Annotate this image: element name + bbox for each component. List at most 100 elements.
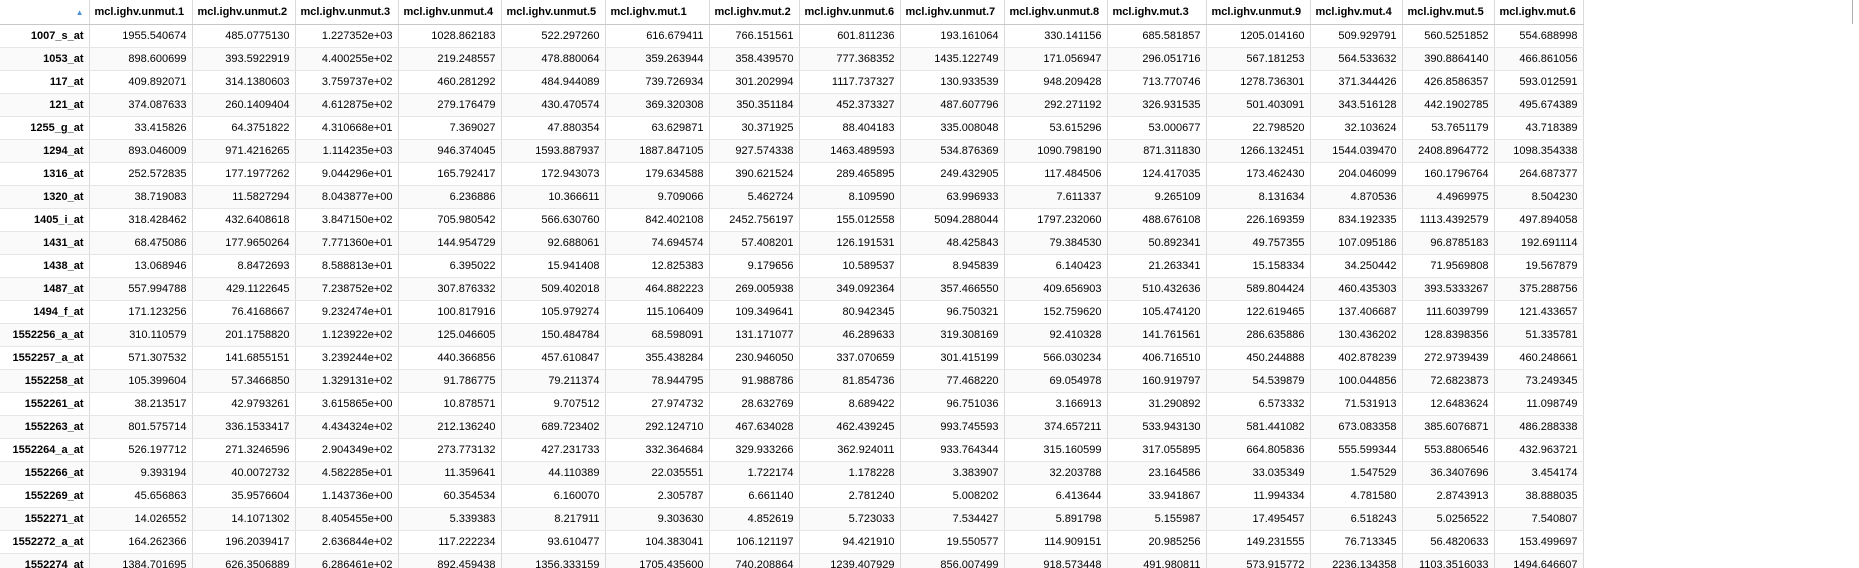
- table-cell: 21.263341: [1107, 254, 1207, 278]
- table-cell: 63.629871: [605, 116, 710, 140]
- table-cell: 8.588813e+01: [295, 254, 399, 278]
- table-cell: 307.876332: [398, 277, 502, 301]
- row-names-header[interactable]: ▲: [0, 0, 90, 25]
- column-header[interactable]: mcl.ighv.mut.3: [1107, 0, 1207, 25]
- column-header[interactable]: mcl.ighv.unmut.4: [398, 0, 502, 25]
- table-cell: 15.941408: [501, 254, 606, 278]
- table-cell: 7.238752e+02: [295, 277, 399, 301]
- table-cell: 38.719083: [89, 185, 193, 209]
- column-header[interactable]: mcl.ighv.mut.5: [1402, 0, 1495, 25]
- table-cell: 8.217911: [501, 507, 606, 531]
- table-cell: 2.781240: [799, 484, 901, 508]
- column-header[interactable]: mcl.ighv.unmut.1: [89, 0, 193, 25]
- column-header[interactable]: mcl.ighv.unmut.3: [295, 0, 399, 25]
- table-cell: 6.573332: [1206, 392, 1311, 416]
- table-cell: 571.307532: [89, 346, 193, 370]
- table-row: 1552263_at 801.575714 336.1533417 4.434324e…: [0, 415, 1584, 439]
- table-cell: 440.366856: [398, 346, 502, 370]
- table-cell: 76.713345: [1310, 530, 1403, 554]
- table-cell: 332.364684: [605, 438, 710, 462]
- table-cell: 105.979274: [501, 300, 606, 324]
- table-cell: 78.944795: [605, 369, 710, 393]
- row-name: 1552269_at: [0, 484, 90, 508]
- table-cell: 42.9793261: [192, 392, 296, 416]
- table-cell: 292.271192: [1004, 93, 1108, 117]
- table-cell: 946.374045: [398, 139, 502, 163]
- table-cell: 1.547529: [1310, 461, 1403, 485]
- table-cell: 57.408201: [709, 231, 800, 255]
- row-name: 1294_at: [0, 139, 90, 163]
- table-cell: 359.263944: [605, 47, 710, 71]
- column-header[interactable]: mcl.ighv.mut.4: [1310, 0, 1403, 25]
- table-cell: 335.008048: [900, 116, 1005, 140]
- column-header[interactable]: mcl.ighv.unmut.5: [501, 0, 606, 25]
- table-cell: 45.656863: [89, 484, 193, 508]
- table-cell: 393.5333267: [1402, 277, 1495, 301]
- table-cell: 526.197712: [89, 438, 193, 462]
- table-cell: 77.468220: [900, 369, 1005, 393]
- table-cell: 124.417035: [1107, 162, 1207, 186]
- table-cell: 927.574338: [709, 139, 800, 163]
- table-cell: 32.203788: [1004, 461, 1108, 485]
- table-cell: 427.231733: [501, 438, 606, 462]
- table-cell: 141.761561: [1107, 323, 1207, 347]
- table-cell: 7.771360e+01: [295, 231, 399, 255]
- table-cell: 3.847150e+02: [295, 208, 399, 232]
- table-cell: 355.438284: [605, 346, 710, 370]
- table-cell: 249.432905: [900, 162, 1005, 186]
- table-cell: 9.265109: [1107, 185, 1207, 209]
- table-cell: 406.716510: [1107, 346, 1207, 370]
- table-body: 1007_s_at 1955.540674 485.0775130 1.227352e…: [0, 24, 1584, 568]
- table-cell: 47.880354: [501, 116, 606, 140]
- column-header[interactable]: mcl.ighv.mut.6: [1494, 0, 1584, 25]
- table-cell: 7.540807: [1494, 507, 1584, 531]
- column-header[interactable]: mcl.ighv.unmut.6: [799, 0, 901, 25]
- table-cell: 9.303630: [605, 507, 710, 531]
- table-cell: 1113.4392579: [1402, 208, 1495, 232]
- table-cell: 430.470574: [501, 93, 606, 117]
- table-cell: 1.227352e+03: [295, 24, 399, 48]
- table-row: 1552274_at 1384.701695 626.3506889 6.286461…: [0, 553, 1584, 568]
- table-cell: 856.007499: [900, 553, 1005, 568]
- table-cell: 30.371925: [709, 116, 800, 140]
- column-header[interactable]: mcl.ighv.unmut.8: [1004, 0, 1108, 25]
- table-cell: 76.4168667: [192, 300, 296, 324]
- table-cell: 130.933539: [900, 70, 1005, 94]
- table-cell: 126.191531: [799, 231, 901, 255]
- table-cell: 2408.8964772: [1402, 139, 1495, 163]
- column-header[interactable]: mcl.ighv.unmut.7: [900, 0, 1005, 25]
- table-row: 1552269_at 45.656863 35.9576604 1.143736e+0…: [0, 484, 1584, 508]
- table-cell: 173.462430: [1206, 162, 1311, 186]
- table-row: 1007_s_at 1955.540674 485.0775130 1.227352e…: [0, 24, 1584, 48]
- table-cell: 326.931535: [1107, 93, 1207, 117]
- table-cell: 60.354534: [398, 484, 502, 508]
- table-row: 1552257_a_at 571.307532 141.6855151 3.23924…: [0, 346, 1584, 370]
- column-header[interactable]: mcl.ighv.unmut.9: [1206, 0, 1311, 25]
- table-cell: 92.410328: [1004, 323, 1108, 347]
- table-cell: 7.369027: [398, 116, 502, 140]
- table-cell: 4.781580: [1310, 484, 1403, 508]
- table-cell: 179.634588: [605, 162, 710, 186]
- table-cell: 3.615865e+00: [295, 392, 399, 416]
- table-row: 1494_f_at 171.123256 76.4168667 9.232474e+0…: [0, 300, 1584, 324]
- table-cell: 128.8398356: [1402, 323, 1495, 347]
- table-cell: 48.425843: [900, 231, 1005, 255]
- column-header[interactable]: mcl.ighv.mut.1: [605, 0, 710, 25]
- table-cell: 33.035349: [1206, 461, 1311, 485]
- table-cell: 501.403091: [1206, 93, 1311, 117]
- table-cell: 137.406687: [1310, 300, 1403, 324]
- table-cell: 350.351184: [709, 93, 800, 117]
- table-cell: 51.335781: [1494, 323, 1584, 347]
- row-name: 121_at: [0, 93, 90, 117]
- table-cell: 318.428462: [89, 208, 193, 232]
- table-cell: 9.179656: [709, 254, 800, 278]
- column-header[interactable]: mcl.ighv.mut.2: [709, 0, 800, 25]
- row-name: 1494_f_at: [0, 300, 90, 324]
- table-cell: 442.1902785: [1402, 93, 1495, 117]
- table-cell: 196.2039417: [192, 530, 296, 554]
- column-header[interactable]: mcl.ighv.unmut.2: [192, 0, 296, 25]
- table-cell: 1.722174: [709, 461, 800, 485]
- sort-ascending-icon[interactable]: ▲: [75, 7, 84, 17]
- table-cell: 319.308169: [900, 323, 1005, 347]
- table-cell: 462.439245: [799, 415, 901, 439]
